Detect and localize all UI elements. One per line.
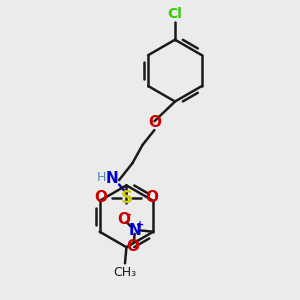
Text: N: N	[128, 223, 141, 238]
Text: O: O	[117, 212, 130, 226]
Text: O: O	[146, 190, 159, 205]
Text: -: -	[126, 210, 130, 220]
Text: O: O	[148, 115, 161, 130]
Text: CH₃: CH₃	[113, 266, 136, 279]
Text: S: S	[120, 189, 132, 207]
Text: H: H	[97, 171, 106, 184]
Text: O: O	[127, 239, 140, 254]
Text: O: O	[94, 190, 107, 205]
Text: N: N	[105, 171, 118, 186]
Text: Cl: Cl	[168, 7, 182, 21]
Text: +: +	[136, 220, 144, 230]
